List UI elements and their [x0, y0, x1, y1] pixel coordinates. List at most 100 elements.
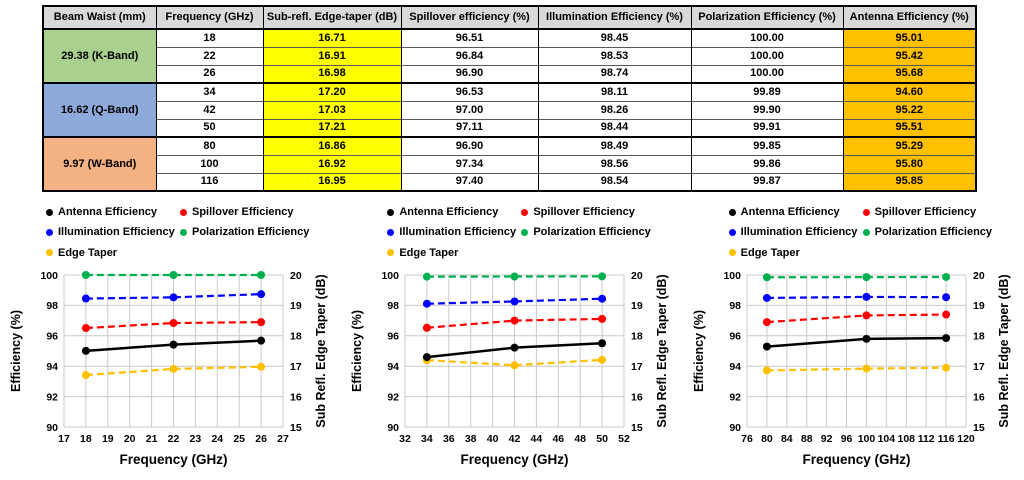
series-marker-antenna-efficiency — [169, 340, 178, 349]
x-tick-label: 27 — [277, 433, 289, 445]
y-left-tick-label: 96 — [729, 331, 741, 343]
cell-polarization: 99.85 — [690, 136, 843, 155]
series-marker-polarization-efficiency — [941, 272, 950, 281]
series-marker-spillover-efficiency — [423, 323, 432, 332]
series-marker-illumination-efficiency — [862, 292, 871, 301]
table-header-row: Beam Waist (mm) Frequency (GHz) Sub-refl. … — [42, 6, 976, 30]
y-left-axis-title: Efficiency (%) — [350, 310, 364, 392]
legend-dot-antenna-efficiency-icon — [387, 208, 395, 216]
chart-q-band: Antenna Efficiency Spillover Efficiency Il… — [341, 198, 682, 480]
cell-antenna: 95.85 — [842, 172, 976, 191]
series-marker-antenna-efficiency — [510, 343, 519, 352]
series-marker-illumination-efficiency — [257, 290, 266, 299]
y-right-axis-title: Sub Refl. Edge Taper (dB) — [655, 274, 669, 427]
legend-label: Antenna Efficiency — [399, 206, 499, 219]
x-tick-label: 36 — [443, 433, 455, 445]
efficiency-table: Beam Waist (mm) Frequency (GHz) Sub-refl. … — [42, 5, 977, 192]
series-marker-edge-taper — [169, 364, 178, 373]
series-line-antenna-efficiency — [766, 336, 946, 348]
table-row: 26 16.98 96.90 98.74 100.00 95.68 — [43, 64, 976, 83]
series-marker-edge-taper — [941, 363, 950, 372]
x-tick-label: 48 — [575, 433, 587, 445]
x-tick-label: 112 — [917, 433, 934, 445]
x-tick-label: 24 — [211, 433, 223, 445]
legend-item-spillover-efficiency: Spillover Efficiency — [180, 206, 341, 218]
legend-label: Antenna Efficiency — [740, 206, 840, 219]
y-right-axis-title: Sub Refl. Edge Taper (dB) — [997, 274, 1011, 427]
series-marker-polarization-efficiency — [510, 272, 519, 281]
cell-illumination: 98.54 — [537, 172, 691, 191]
legend-item-illumination-efficiency: Illumination Efficiency — [46, 226, 180, 238]
cell-antenna: 95.42 — [842, 46, 976, 65]
series-marker-spillover-efficiency — [862, 311, 871, 320]
cell-illumination: 98.49 — [537, 136, 691, 155]
x-tick-label: 120 — [957, 433, 975, 445]
efficiency-plot-k-band: 17 18 19 20 21 22 23 24 25 26 27 90 92 94 96 98 100 15 16 1… — [9, 270, 328, 467]
series-line-edge-taper — [766, 366, 946, 372]
series-marker-antenna-efficiency — [81, 346, 90, 355]
cell-spillover: 97.00 — [400, 100, 538, 119]
legend-dot-antenna-efficiency-icon — [728, 208, 736, 216]
series-marker-illumination-efficiency — [762, 293, 771, 302]
x-tick-label: 44 — [531, 433, 543, 445]
series-marker-antenna-efficiency — [862, 334, 871, 343]
legend-dot-spillover-efficiency-icon — [180, 208, 187, 216]
x-tick-label: 50 — [597, 433, 609, 445]
series-line-spillover-efficiency — [766, 313, 946, 324]
cell-antenna: 95.80 — [842, 154, 976, 173]
cell-edge-taper: 17.21 — [262, 118, 401, 137]
y-right-tick-label: 20 — [973, 270, 985, 282]
cell-illumination: 98.56 — [537, 154, 691, 173]
legend-dot-polarization-efficiency-icon — [180, 228, 187, 236]
series-marker-edge-taper — [862, 364, 871, 373]
efficiency-plot-q-band: 32 34 36 38 40 42 44 46 48 50 52 90 92 94 96 98 100 15 16 1… — [350, 270, 669, 467]
legend-dot-polarization-efficiency-icon — [862, 228, 870, 236]
x-tick-label: 88 — [801, 433, 813, 445]
y-left-tick-label: 94 — [46, 361, 58, 373]
legend-label: Edge Taper — [740, 246, 800, 259]
legend-item-spillover-efficiency: Spillover Efficiency — [862, 206, 1024, 218]
series-marker-edge-taper — [510, 361, 519, 370]
column-header-sub-refl-edge-taper-db: Sub-refl. Edge-taper (dB) — [262, 6, 401, 30]
y-left-tick-label: 92 — [729, 391, 741, 403]
cell-illumination: 98.74 — [537, 64, 691, 83]
series-line-edge-taper — [427, 358, 603, 367]
legend-label: Illumination Efficiency — [740, 226, 858, 239]
x-tick-label: 100 — [857, 433, 875, 445]
x-tick-label: 80 — [761, 433, 773, 445]
y-right-tick-label: 17 — [631, 361, 643, 373]
y-left-tick-label: 100 — [382, 270, 400, 282]
y-left-tick-label: 96 — [388, 331, 400, 343]
legend-dot-spillover-efficiency-icon — [862, 208, 870, 216]
cell-edge-taper: 16.86 — [262, 136, 401, 155]
column-header-illumination-efficiency: Illumination Efficiency (%) — [537, 6, 691, 30]
y-right-tick-label: 15 — [973, 422, 985, 434]
x-tick-label: 104 — [877, 433, 895, 445]
y-right-tick-label: 18 — [631, 331, 643, 343]
efficiency-plot-w-band: 76 80 84 88 92 96 100 104 108 112 116 1209092949698… — [692, 270, 1011, 467]
cell-frequency: 50 — [155, 118, 263, 137]
legend-dot-illumination-efficiency-icon — [46, 228, 53, 236]
legend-dot-antenna-efficiency-icon — [46, 208, 53, 216]
series-marker-spillover-efficiency — [762, 318, 771, 327]
cell-spillover: 96.51 — [400, 28, 538, 47]
x-tick-label: 18 — [80, 433, 92, 445]
cell-polarization: 99.86 — [690, 154, 843, 173]
legend-dot-polarization-efficiency-icon — [521, 228, 529, 236]
series-marker-spillover-efficiency — [598, 314, 607, 323]
cell-frequency: 80 — [155, 136, 263, 155]
y-left-tick-label: 94 — [388, 361, 400, 373]
table-row: 116 16.95 97.40 98.54 99.87 95.85 — [43, 172, 976, 191]
series-marker-spillover-efficiency — [257, 318, 266, 327]
y-left-tick-label: 100 — [40, 270, 58, 282]
chart-legend: Antenna Efficiency Spillover Efficiency Il… — [341, 198, 682, 265]
x-tick-label: 40 — [487, 433, 499, 445]
x-tick-label: 34 — [421, 433, 433, 445]
series-marker-edge-taper — [257, 362, 266, 371]
x-tick-label: 23 — [190, 433, 202, 445]
table-row: 50 17.21 97.11 98.44 99.91 95.51 — [43, 118, 976, 137]
beam-waist-cell: 9.97 (W-Band) — [42, 136, 156, 191]
series-marker-illumination-efficiency — [598, 294, 607, 303]
cell-polarization: 99.91 — [690, 118, 843, 137]
legend-label: Edge Taper — [58, 246, 118, 259]
